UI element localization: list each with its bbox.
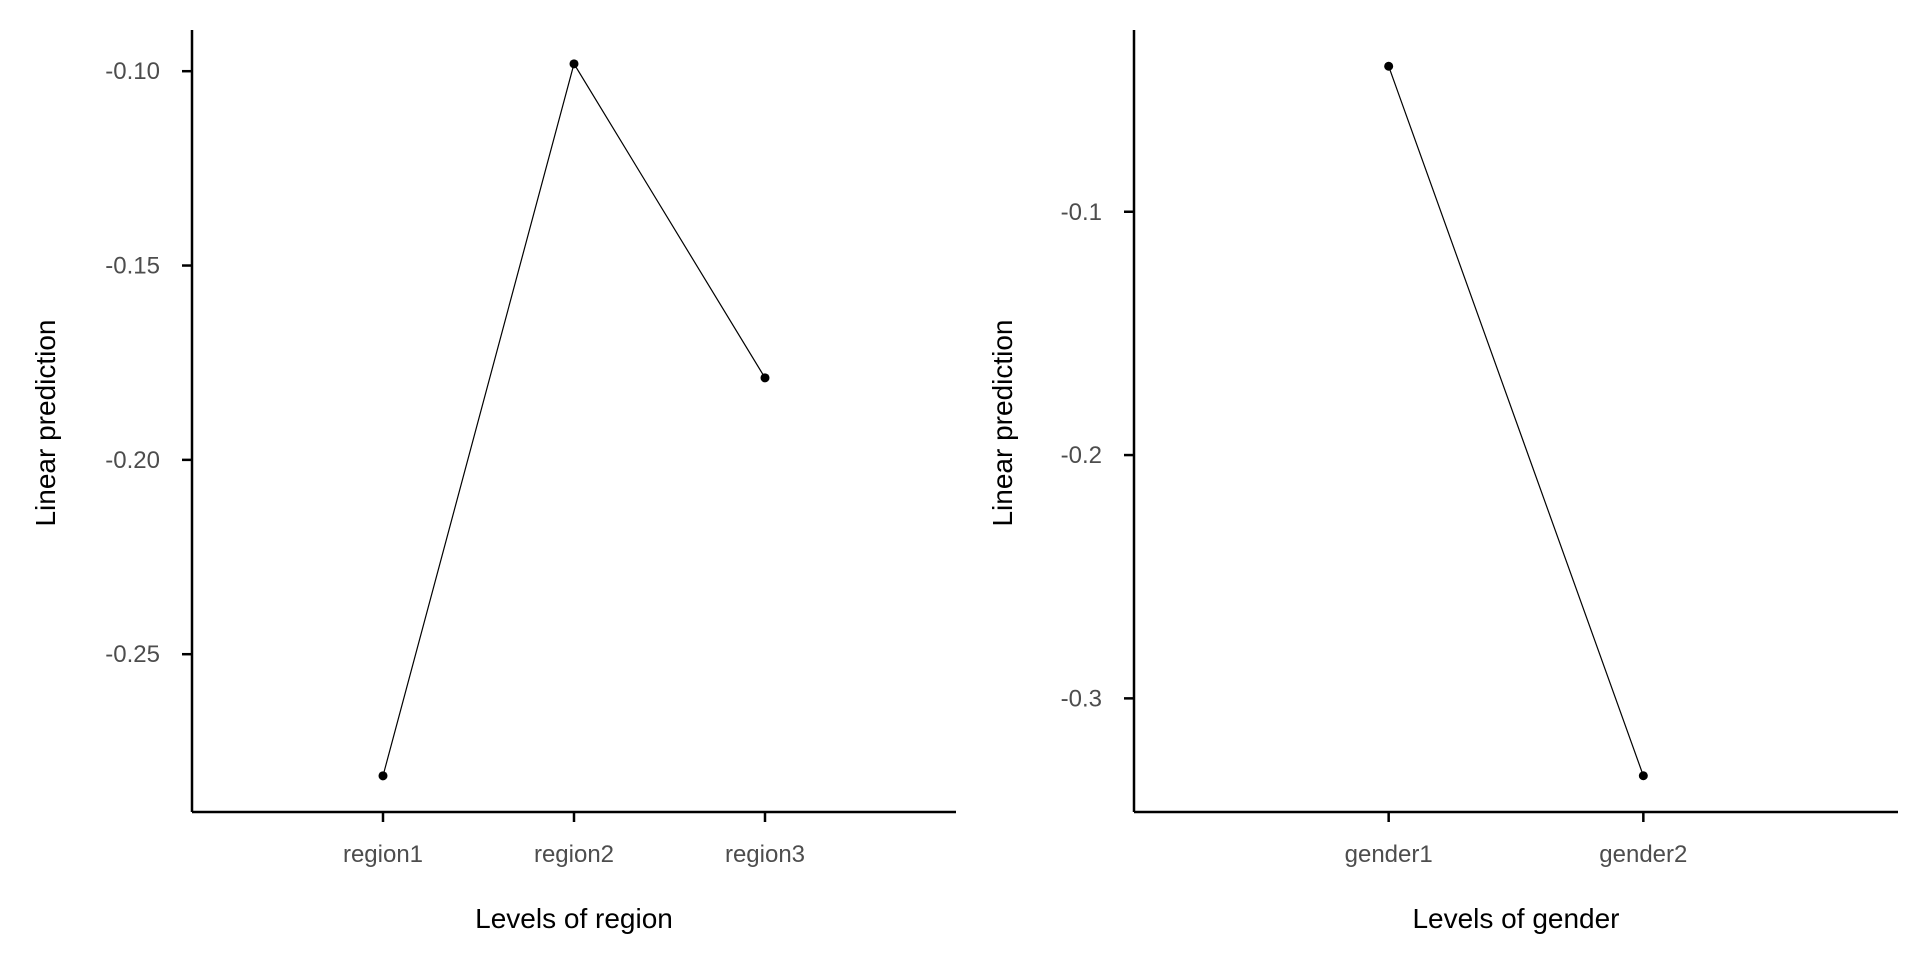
gender-y-axis-title: Linear prediction (987, 319, 1018, 526)
gender-chart-panel: Levels of gender Linear prediction -0.3 -… (987, 30, 1898, 934)
region-y-tick-label: -0.20 (105, 447, 160, 474)
region-data-point (569, 59, 579, 69)
region-y-tick-label: -0.15 (105, 253, 160, 280)
gender-series-line (1388, 66, 1644, 776)
gender-data-point (1638, 771, 1648, 781)
gender-data-point (1384, 61, 1394, 71)
region-data-point (760, 373, 770, 383)
region-y-tick-label: -0.25 (105, 641, 160, 668)
region-y-axis-title: Linear prediction (30, 319, 61, 526)
gender-y-tick-label: -0.1 (1061, 199, 1102, 226)
gender-y-tick-label: -0.2 (1061, 442, 1102, 469)
region-x-tick-label: region2 (534, 841, 614, 868)
region-x-tick-label: region3 (725, 841, 805, 868)
region-x-axis-title: Levels of region (475, 903, 673, 934)
region-x-tick-label: region1 (343, 841, 423, 868)
region-data-point (378, 771, 388, 781)
gender-x-tick-label: gender2 (1599, 841, 1687, 868)
gender-x-axis-title: Levels of gender (1412, 903, 1619, 934)
region-y-tick-label: -0.10 (105, 58, 160, 85)
gender-y-tick-label: -0.3 (1061, 685, 1102, 712)
region-series-line (382, 62, 766, 777)
region-chart-panel: Levels of region Linear prediction -0.25… (30, 30, 956, 934)
gender-x-tick-label: gender1 (1345, 841, 1433, 868)
